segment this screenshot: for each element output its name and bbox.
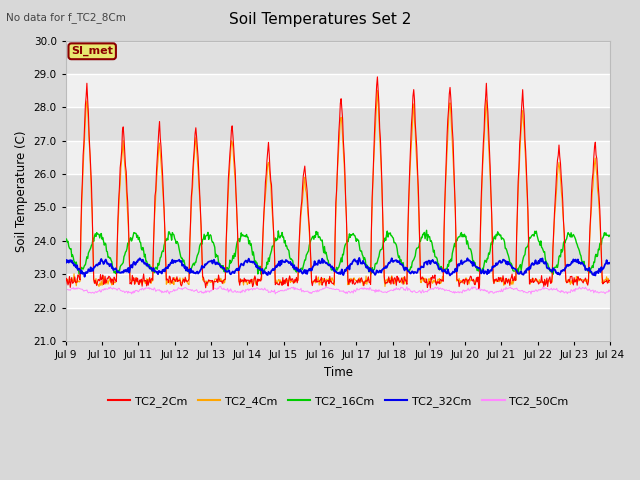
Line: TC2_50Cm: TC2_50Cm bbox=[66, 287, 610, 294]
TC2_2Cm bbox=[405, 180, 413, 186]
TC2_2Cm bbox=[374, 74, 381, 80]
TC2_2Cm bbox=[421, 280, 429, 286]
Line: TC2_32Cm: TC2_32Cm bbox=[66, 258, 610, 276]
TC2_16Cm bbox=[606, 232, 614, 238]
Bar bbox=[66, 274, 611, 308]
Line: TC2_4Cm: TC2_4Cm bbox=[66, 90, 610, 287]
TC2_16Cm bbox=[183, 267, 191, 273]
TC2_32Cm bbox=[62, 260, 70, 266]
TC2_2Cm bbox=[209, 287, 217, 292]
TC2_32Cm bbox=[421, 260, 429, 265]
TC2_50Cm bbox=[72, 286, 79, 292]
Y-axis label: Soil Temperature (C): Soil Temperature (C) bbox=[15, 130, 28, 252]
TC2_32Cm bbox=[405, 269, 413, 275]
TC2_4Cm bbox=[72, 278, 79, 284]
TC2_50Cm bbox=[606, 288, 614, 294]
TC2_4Cm bbox=[606, 279, 614, 285]
Text: No data for f_TC2_8Cm: No data for f_TC2_8Cm bbox=[6, 12, 126, 23]
TC2_4Cm bbox=[129, 278, 136, 284]
TC2_4Cm bbox=[421, 276, 429, 281]
TC2_4Cm bbox=[95, 284, 103, 289]
TC2_16Cm bbox=[549, 272, 557, 277]
TC2_16Cm bbox=[420, 232, 428, 238]
Line: TC2_2Cm: TC2_2Cm bbox=[66, 77, 610, 289]
Bar bbox=[66, 308, 611, 341]
Text: Soil Temperatures Set 2: Soil Temperatures Set 2 bbox=[229, 12, 411, 27]
TC2_50Cm bbox=[527, 291, 535, 297]
TC2_4Cm bbox=[62, 276, 70, 282]
Bar bbox=[66, 207, 611, 241]
TC2_16Cm bbox=[62, 238, 70, 244]
Text: SI_met: SI_met bbox=[71, 46, 113, 57]
TC2_4Cm bbox=[405, 189, 413, 195]
TC2_4Cm bbox=[184, 280, 191, 286]
TC2_16Cm bbox=[404, 267, 412, 273]
TC2_32Cm bbox=[72, 264, 79, 269]
Bar bbox=[66, 41, 611, 74]
TC2_32Cm bbox=[212, 261, 220, 267]
TC2_16Cm bbox=[423, 228, 431, 233]
Bar bbox=[66, 241, 611, 274]
TC2_32Cm bbox=[355, 255, 363, 261]
Bar bbox=[66, 74, 611, 108]
TC2_32Cm bbox=[81, 274, 88, 279]
TC2_16Cm bbox=[128, 238, 136, 244]
Legend: TC2_2Cm, TC2_4Cm, TC2_16Cm, TC2_32Cm, TC2_50Cm: TC2_2Cm, TC2_4Cm, TC2_16Cm, TC2_32Cm, TC… bbox=[104, 392, 573, 411]
TC2_50Cm bbox=[404, 286, 412, 291]
TC2_16Cm bbox=[72, 263, 79, 269]
TC2_50Cm bbox=[183, 286, 191, 291]
TC2_4Cm bbox=[374, 87, 381, 93]
Bar bbox=[66, 108, 611, 141]
TC2_2Cm bbox=[183, 278, 191, 284]
TC2_2Cm bbox=[128, 281, 136, 287]
TC2_50Cm bbox=[216, 284, 224, 289]
X-axis label: Time: Time bbox=[324, 366, 353, 379]
TC2_2Cm bbox=[606, 277, 614, 283]
TC2_16Cm bbox=[212, 254, 220, 260]
TC2_32Cm bbox=[184, 268, 191, 274]
TC2_50Cm bbox=[128, 291, 136, 297]
TC2_32Cm bbox=[129, 265, 136, 271]
Line: TC2_16Cm: TC2_16Cm bbox=[66, 230, 610, 275]
TC2_2Cm bbox=[212, 278, 220, 284]
Bar bbox=[66, 141, 611, 174]
TC2_50Cm bbox=[420, 289, 428, 295]
TC2_32Cm bbox=[606, 260, 614, 266]
Bar bbox=[66, 174, 611, 207]
TC2_50Cm bbox=[212, 286, 220, 291]
TC2_2Cm bbox=[72, 280, 79, 286]
TC2_2Cm bbox=[62, 281, 70, 287]
TC2_4Cm bbox=[212, 276, 220, 282]
TC2_50Cm bbox=[62, 287, 70, 292]
